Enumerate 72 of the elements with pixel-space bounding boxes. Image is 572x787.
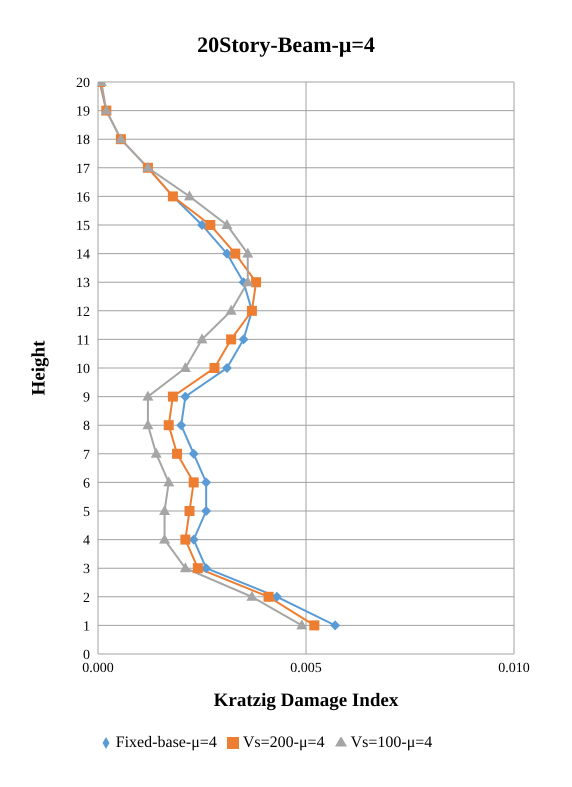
point [176, 420, 186, 430]
point [180, 562, 191, 572]
y-tick-label: 16 [76, 190, 90, 206]
point [150, 448, 162, 458]
point [238, 334, 249, 344]
point [226, 334, 236, 344]
y-axis-title: Height [28, 340, 50, 396]
y-tick-label: 9 [83, 390, 90, 406]
point [251, 277, 262, 288]
point [242, 248, 254, 258]
y-tick-label: 5 [83, 504, 90, 520]
point [221, 219, 232, 229]
point [201, 506, 212, 516]
y-tick-label: 19 [76, 104, 90, 120]
point [242, 276, 254, 286]
y-tick-label: 18 [76, 133, 90, 148]
y-tick-label: 3 [83, 562, 90, 578]
point [142, 419, 154, 430]
point [209, 363, 220, 373]
y-tick-label: 8 [83, 419, 90, 434]
point [164, 420, 174, 430]
point [180, 392, 190, 402]
y-tick-label: 17 [76, 162, 90, 177]
point [172, 448, 182, 459]
x-tick-label: 0.005 [290, 660, 322, 676]
x-axis-title: Kratzig Damage Index [214, 690, 399, 711]
legend-label: Vs=200-μ=4 [242, 734, 325, 751]
point [188, 448, 199, 459]
point [201, 477, 212, 488]
y-tick-label: 7 [83, 448, 90, 463]
point [180, 362, 191, 372]
point [168, 392, 178, 402]
point [142, 390, 154, 401]
point [180, 534, 190, 545]
point [188, 477, 199, 488]
legend-label: Fixed-base-μ=4 [116, 734, 217, 751]
point [192, 563, 203, 574]
y-tick-label: 0 [83, 648, 90, 663]
point [159, 534, 170, 544]
point [197, 220, 207, 230]
y-tick-label: 11 [76, 333, 90, 348]
y-tick-label: 1 [83, 619, 90, 634]
point [188, 534, 199, 545]
y-tick-label: 2 [83, 590, 90, 606]
y-tick-label: 14 [76, 248, 90, 263]
point [222, 363, 232, 373]
point [163, 476, 174, 486]
y-tick-label: 10 [76, 362, 90, 377]
point [226, 304, 237, 315]
point [309, 620, 320, 630]
x-tick-label: 0.000 [82, 660, 114, 676]
point [184, 190, 196, 200]
y-tick-label: 13 [76, 276, 90, 292]
y-tick-label: 12 [76, 304, 90, 320]
point [201, 563, 212, 574]
y-tick-label: 20 [76, 76, 90, 91]
point [296, 619, 308, 630]
y-tick-label: 4 [83, 534, 90, 549]
point [230, 248, 240, 259]
point [205, 220, 216, 230]
point [246, 590, 258, 601]
y-tick-label: 15 [76, 218, 90, 234]
legend-label: Vs=100-μ=4 [350, 734, 432, 751]
point [330, 620, 340, 630]
point [264, 592, 274, 602]
point [196, 333, 208, 344]
point [159, 505, 170, 515]
point [184, 506, 195, 516]
x-tick-label: 0.010 [498, 660, 530, 676]
point [222, 248, 232, 259]
chart-title: 20Story-Beam-μ=4 [196, 31, 376, 59]
y-tick-label: 6 [83, 476, 90, 492]
